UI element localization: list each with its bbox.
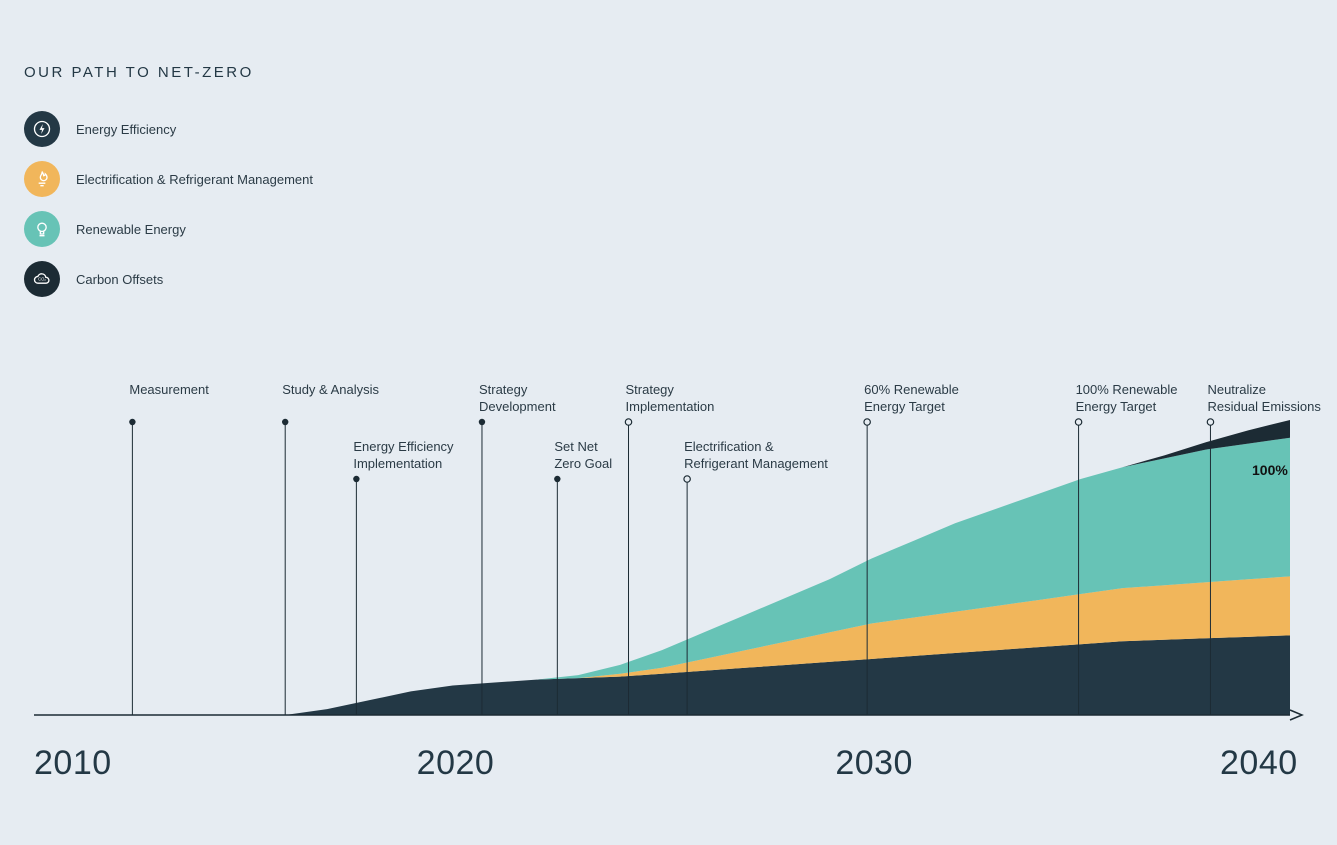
milestone-label: Energy Efficiency Implementation [353, 438, 453, 472]
milestone-dot-icon [479, 419, 485, 425]
x-axis-year: 2010 [34, 744, 112, 783]
milestone-label: Set Net Zero Goal [554, 438, 612, 472]
milestone-dot-icon [282, 419, 288, 425]
milestone-label: Study & Analysis [282, 381, 379, 398]
milestone-dot-icon [864, 419, 870, 425]
chart-container [0, 0, 1337, 845]
x-axis-year: 2020 [417, 744, 495, 783]
milestone-dot-icon [129, 419, 135, 425]
end-percent-label: 100% [1252, 462, 1288, 478]
x-axis-year: 2030 [835, 744, 913, 783]
page: OUR PATH TO NET-ZERO Energy EfficiencyEl… [0, 0, 1337, 845]
x-axis-arrow-icon [1290, 710, 1302, 720]
milestone-dot-icon [625, 419, 631, 425]
chart-svg [0, 0, 1337, 845]
x-axis-year: 2040 [1220, 744, 1298, 783]
milestone-label: Measurement [129, 381, 208, 398]
milestone-label: Electrification & Refrigerant Management [684, 438, 828, 472]
milestone-dot-icon [1207, 419, 1213, 425]
milestone-label: 60% Renewable Energy Target [864, 381, 959, 415]
milestone-label: Strategy Development [479, 381, 556, 415]
milestone-dot-icon [1075, 419, 1081, 425]
milestone-label: 100% Renewable Energy Target [1076, 381, 1178, 415]
milestone-dot-icon [684, 476, 690, 482]
milestone-label: Neutralize Residual Emissions [1207, 381, 1320, 415]
milestone-dot-icon [353, 476, 359, 482]
area-efficiency [34, 635, 1290, 715]
milestone-label: Strategy Implementation [626, 381, 715, 415]
milestone-dot-icon [554, 476, 560, 482]
